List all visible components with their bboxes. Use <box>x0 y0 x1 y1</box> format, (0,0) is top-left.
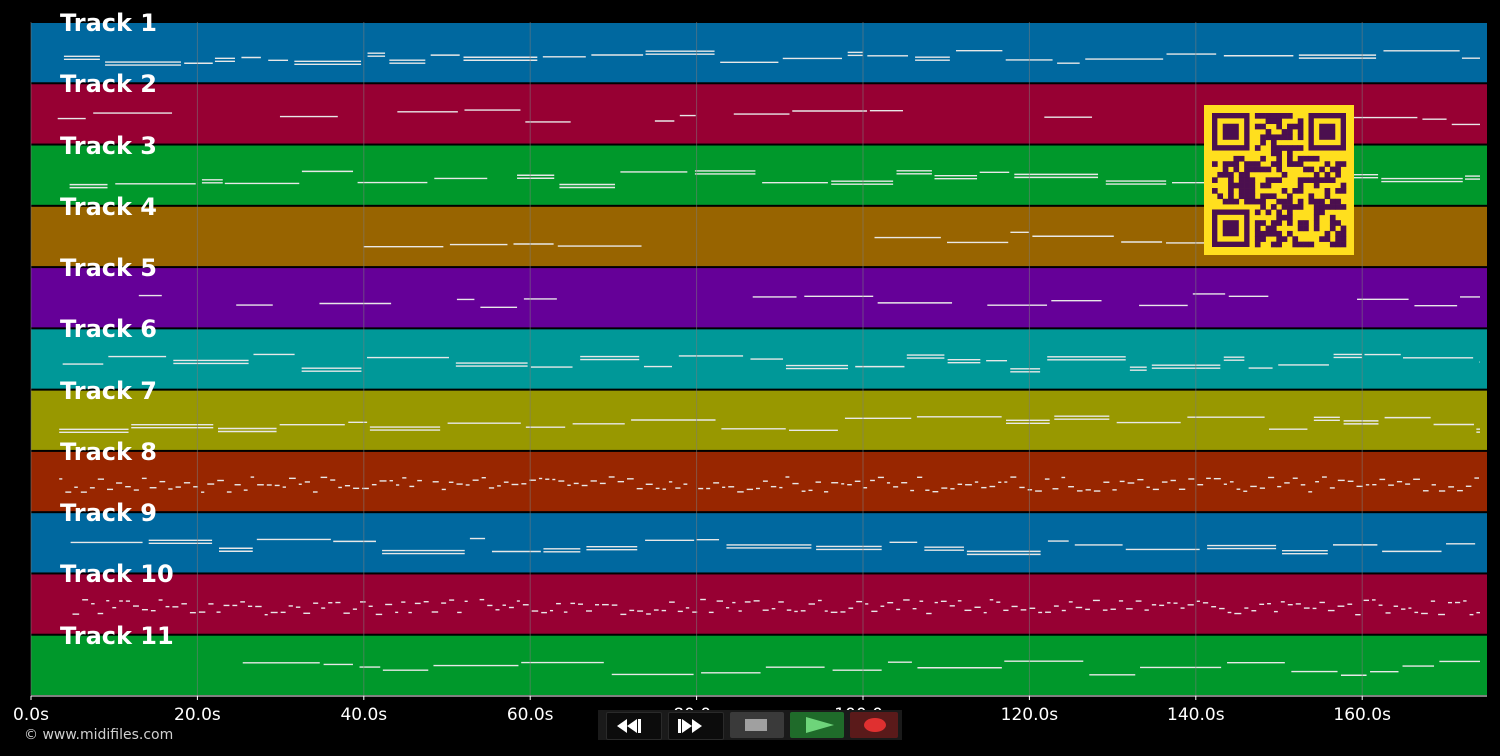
time-tick-label: 60.0s <box>506 705 554 725</box>
play-icon <box>806 717 834 733</box>
copyright-text: © www.midifiles.com <box>24 727 174 743</box>
note-lines <box>59 415 1480 434</box>
note-lines <box>242 660 1480 676</box>
track-label: Track 9 <box>60 499 158 528</box>
time-tick-label: 160.0s <box>1333 705 1391 725</box>
track-lane[interactable] <box>31 574 1487 634</box>
qr-code <box>1204 105 1354 255</box>
note-lines <box>138 293 1480 309</box>
note-lines <box>62 353 1480 373</box>
track-label: Track 1 <box>60 9 158 37</box>
track-lane[interactable] <box>31 23 1487 83</box>
track-lane[interactable] <box>31 390 1487 450</box>
track-lane[interactable] <box>31 268 1487 328</box>
fast-forward-button[interactable] <box>668 712 724 740</box>
track-label: Track 11 <box>60 621 174 650</box>
track-label: Track 7 <box>60 376 158 405</box>
note-lines <box>72 598 1480 616</box>
track-lane[interactable] <box>31 513 1487 573</box>
rewind-icon <box>617 719 641 733</box>
track-label: Track 5 <box>60 254 158 283</box>
fast-forward-icon <box>678 719 702 733</box>
stop-icon <box>745 719 767 731</box>
transport-controls <box>598 710 902 740</box>
rewind-button[interactable] <box>606 712 662 740</box>
track-lane[interactable] <box>31 451 1487 512</box>
record-icon <box>864 718 886 732</box>
track-label: Track 4 <box>60 192 158 221</box>
record-button[interactable] <box>850 712 898 738</box>
note-lines <box>59 476 1479 493</box>
track-label: Track 3 <box>60 131 158 160</box>
time-tick-label: 140.0s <box>1167 705 1225 725</box>
track-label: Track 10 <box>60 560 174 589</box>
track-lane[interactable] <box>31 635 1487 695</box>
play-button[interactable] <box>790 712 844 738</box>
time-tick-label: 40.0s <box>340 705 388 725</box>
time-tick-label: 20.0s <box>174 705 221 725</box>
note-lines <box>63 50 1480 66</box>
time-tick-label: 120.0s <box>1000 705 1059 725</box>
track-label: Track 8 <box>60 437 158 466</box>
track-label: Track 6 <box>60 315 158 344</box>
stop-button[interactable] <box>730 712 784 738</box>
track-label: Track 2 <box>60 70 158 99</box>
time-tick-label: 0.0s <box>13 705 49 725</box>
note-lines <box>70 537 1476 556</box>
